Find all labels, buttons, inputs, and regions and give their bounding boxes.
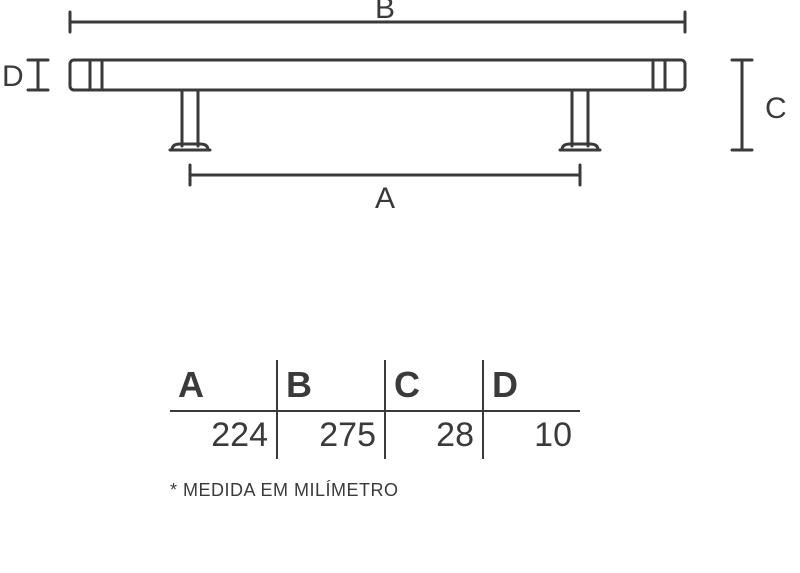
dim-c [732, 60, 752, 150]
label-c: C [765, 92, 787, 125]
bar [70, 60, 685, 90]
dim-d [28, 60, 48, 90]
header-a: A [170, 360, 278, 412]
header-d: D [484, 360, 580, 412]
label-a: A [375, 182, 395, 215]
table-value-row: 2242752810 [170, 412, 580, 459]
value-d: 10 [484, 412, 580, 459]
dimensions-table: ABCD 2242752810 [170, 360, 580, 459]
label-d: D [2, 60, 24, 93]
label-b: B [375, 0, 395, 25]
header-b: B [278, 360, 386, 412]
value-c: 28 [386, 412, 484, 459]
handle-diagram: B A C D [0, 0, 800, 260]
value-a: 224 [170, 412, 278, 459]
value-b: 275 [278, 412, 386, 459]
post-right [560, 90, 600, 150]
post-left [170, 90, 210, 150]
table-header-row: ABCD [170, 360, 580, 412]
page: B A C D ABCD 2242752810 * MEDIDA EM MILÍ… [0, 0, 800, 573]
header-c: C [386, 360, 484, 412]
footnote: * MEDIDA EM MILÍMETRO [170, 480, 399, 501]
